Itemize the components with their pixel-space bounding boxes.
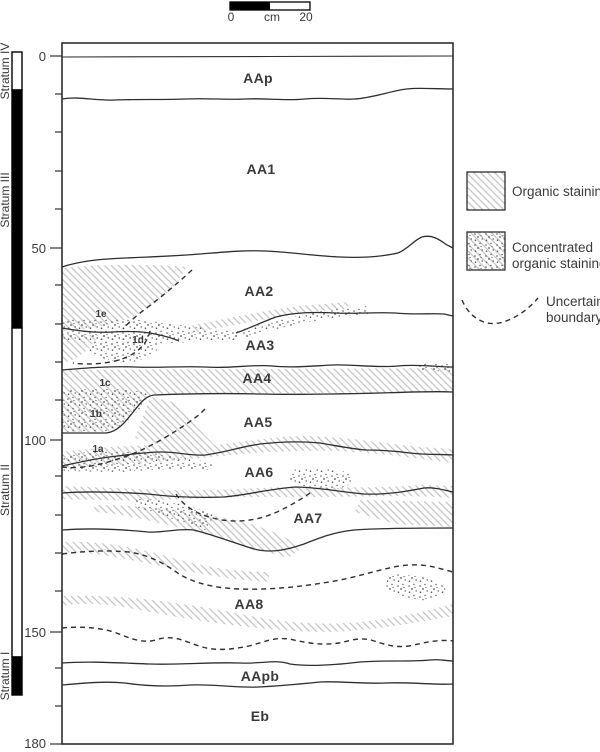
boundary-aa5-aa6 <box>61 441 454 467</box>
feature-label-1e: 1e <box>95 309 107 320</box>
depth-label-50: 50 <box>32 241 46 256</box>
boundary-aa7-aa8 <box>61 527 454 552</box>
depth-label-150: 150 <box>24 625 46 640</box>
stratum-ii-segment <box>11 327 23 658</box>
boundary-aapb-eb <box>61 681 454 688</box>
uncertain-boundaries <box>61 269 454 651</box>
layer-label-aap: AAp <box>243 70 273 86</box>
feature-label-1a: 1a <box>92 444 104 455</box>
stratum-iii-label: Stratum III <box>0 172 12 227</box>
legend: Organic staining Concentrated organic st… <box>461 171 600 325</box>
legend-item-organic-staining: Organic staining <box>466 171 600 211</box>
boundary-aa2-aa3-right <box>235 311 454 334</box>
scale-bar-frame <box>229 1 311 11</box>
uncertain-boundary-aa8-upper <box>61 550 454 590</box>
scale-bar-filled-half <box>230 2 270 10</box>
scale-bar-start-label: 0 <box>228 10 235 24</box>
layer-label-aa2: AA2 <box>245 283 274 299</box>
layer-label-aa7: AA7 <box>294 510 323 526</box>
layer-label-eb: Eb <box>251 708 270 724</box>
scale-bar-end-label: 20 <box>299 10 313 24</box>
uncertain-boundary-aa7 <box>175 490 314 522</box>
feature-label-1d: 1d <box>132 335 144 346</box>
boundary-aa3-aa4 <box>61 364 454 371</box>
stratum-iv-segment <box>11 51 23 91</box>
profile-frame <box>61 42 454 745</box>
scale-bar-unit-label: cm <box>264 10 280 24</box>
boundary-aa6-aa7 <box>61 486 454 499</box>
feature-label-1c: 1c <box>99 378 111 389</box>
boundary-aa1-aa2 <box>61 235 454 268</box>
stratum-iii-segment <box>11 89 23 329</box>
layer-label-aa4: AA4 <box>243 370 272 386</box>
boundary-surface <box>61 55 454 58</box>
layer-label-aa5: AA5 <box>244 414 273 430</box>
depth-label-100: 100 <box>24 433 46 448</box>
boundary-aa4-aa5 <box>62 390 454 434</box>
legend-label-organic-staining: Organic staining <box>512 184 600 199</box>
legend-swatch-organic-staining <box>466 171 506 211</box>
stratum-bar: Stratum IV Stratum III Stratum II Stratu… <box>0 43 23 701</box>
stratum-iv-label: Stratum IV <box>0 43 12 100</box>
layer-label-aa3: AA3 <box>246 337 275 353</box>
layer-label-aapb: AApb <box>241 668 280 684</box>
legend-label-concentrated-line1: Concentrated <box>512 240 593 255</box>
feature-labels: 1e 1d 1c 1b 1a <box>90 309 144 455</box>
uncertain-boundary-1d <box>72 330 151 365</box>
legend-symbol-dashed-curve <box>461 297 539 325</box>
feature-label-1b: 1b <box>90 409 102 420</box>
layer-boundaries <box>61 55 454 688</box>
uncertain-boundary-1a <box>61 407 207 469</box>
layer-label-aa8: AA8 <box>235 596 264 612</box>
layer-labels: AAp AA1 AA2 AA3 AA4 AA5 AA6 AA7 AA8 AApb… <box>235 70 323 724</box>
layer-label-aa1: AA1 <box>247 161 276 177</box>
boundary-aa2-aa3-left <box>61 327 180 342</box>
legend-label-concentrated-line2: organic staining <box>512 256 600 271</box>
organic-staining-areas <box>62 264 453 632</box>
stratum-i-label: Stratum I <box>0 652 12 701</box>
stratum-i-segment <box>11 656 23 696</box>
uncertain-boundary-aa8-lower <box>61 626 454 651</box>
profile-panel: AAp AA1 AA2 AA3 AA4 AA5 AA6 AA7 AA8 AApb… <box>61 42 454 745</box>
boundary-aap-aa1 <box>61 87 454 101</box>
layer-label-aa6: AA6 <box>245 464 274 480</box>
depth-axis <box>50 55 62 745</box>
legend-label-uncertain-line1: Uncertain <box>546 294 600 309</box>
boundary-aa8-aapb <box>61 659 454 667</box>
uncertain-boundary-1e <box>122 269 193 330</box>
legend-label-uncertain-line2: boundary <box>546 310 600 325</box>
legend-item-concentrated-staining: Concentrated organic staining <box>466 231 600 271</box>
scale-bar-open-half <box>270 2 310 10</box>
depth-label-180: 180 <box>24 736 46 751</box>
scale-bar: 0 cm 20 <box>228 1 313 24</box>
legend-item-uncertain-boundary: Uncertain boundary <box>461 294 600 325</box>
stratum-ii-label: Stratum II <box>0 464 12 516</box>
legend-swatch-concentrated-stipple <box>467 232 505 270</box>
depth-axis-labels: 0 50 100 150 180 <box>24 49 46 751</box>
depth-label-0: 0 <box>39 49 46 64</box>
